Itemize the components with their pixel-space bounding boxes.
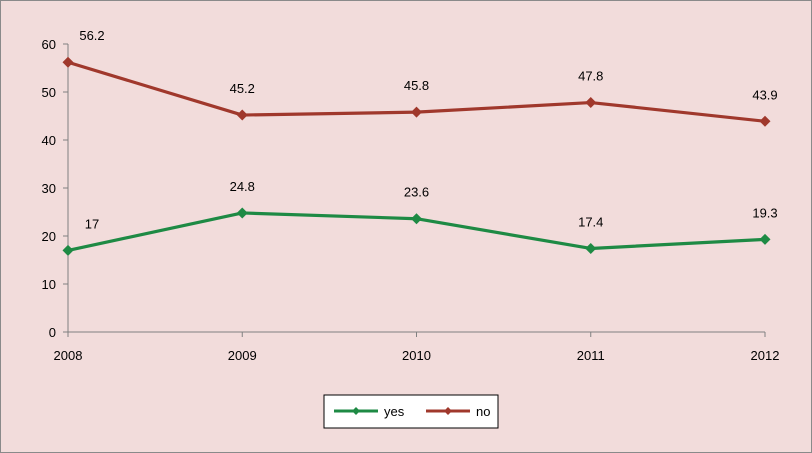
data-labels: 17 24.8 23.6 17.4 19.3 56.2 45.2 45.8 47.8 43.9 xyxy=(79,28,777,231)
data-point-no xyxy=(62,56,74,68)
data-point-no xyxy=(236,109,248,121)
data-label-no: 45.8 xyxy=(404,78,429,93)
y-tick-label: 10 xyxy=(42,277,56,292)
data-label-yes: 17 xyxy=(85,216,99,231)
legend-marker-yes xyxy=(352,407,360,415)
data-label-no: 45.2 xyxy=(230,81,255,96)
data-label-no: 56.2 xyxy=(79,28,104,43)
data-point-no xyxy=(411,106,422,118)
data-point-yes xyxy=(759,233,771,245)
data-point-yes xyxy=(411,213,422,225)
x-tick-label: 2011 xyxy=(577,348,605,363)
data-point-no xyxy=(585,97,597,109)
y-tick-label: 30 xyxy=(42,181,56,196)
legend-marker-no xyxy=(444,407,452,415)
legend-label-yes: yes xyxy=(384,404,405,419)
data-point-yes xyxy=(236,207,248,219)
data-label-yes: 24.8 xyxy=(230,179,255,194)
y-tick-label: 0 xyxy=(49,325,56,340)
data-point-no xyxy=(759,115,771,127)
series-layer xyxy=(62,56,771,256)
y-tick-label: 60 xyxy=(42,37,56,52)
data-label-no: 43.9 xyxy=(752,87,777,102)
x-tick-label: 2009 xyxy=(228,348,257,363)
y-tick-label: 20 xyxy=(42,229,56,244)
legend: yes no xyxy=(323,394,499,429)
data-label-no: 47.8 xyxy=(578,69,603,84)
axes: 0 10 20 30 40 50 60 2008 2009 2010 2011 2012 xyxy=(42,37,780,363)
x-tick-label: 2012 xyxy=(751,348,780,363)
data-point-yes xyxy=(585,242,597,254)
data-label-yes: 17.4 xyxy=(578,214,603,229)
legend-label-no: no xyxy=(476,404,490,419)
data-label-yes: 19.3 xyxy=(752,205,777,220)
y-tick-label: 40 xyxy=(42,133,56,148)
y-tick-label: 50 xyxy=(42,85,56,100)
data-point-yes xyxy=(62,244,74,256)
data-label-yes: 23.6 xyxy=(404,185,429,200)
x-tick-label: 2008 xyxy=(54,348,83,363)
x-tick-label: 2010 xyxy=(402,348,431,363)
